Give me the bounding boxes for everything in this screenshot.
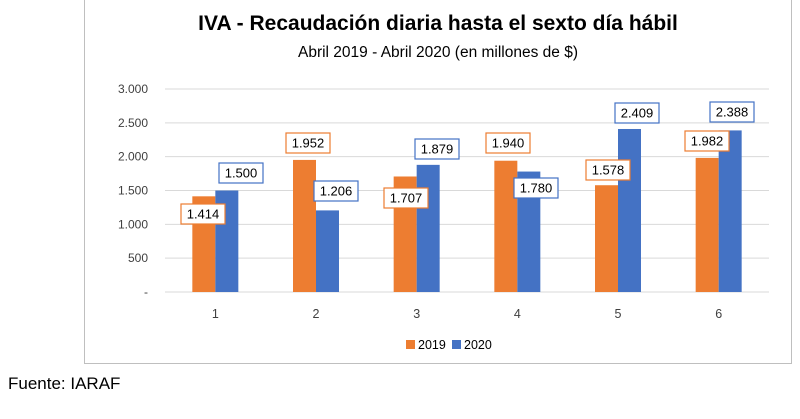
data-label-2019-6: 1.982 xyxy=(691,134,724,149)
y-tick-label: 2.500 xyxy=(118,116,148,130)
bar-2020-5 xyxy=(618,128,641,292)
bar-2019-5 xyxy=(595,185,618,292)
y-tick-label: 500 xyxy=(128,251,148,265)
chart-title: IVA - Recaudación diaria hasta el sexto … xyxy=(198,12,678,35)
chart-subtitle: Abril 2019 - Abril 2020 (en millones de … xyxy=(297,44,578,61)
data-label-box xyxy=(414,138,460,160)
data-label-2019-5: 1.578 xyxy=(592,163,625,178)
y-tick-label: 2.000 xyxy=(118,150,148,164)
data-label-box xyxy=(383,187,429,209)
data-label-2020-5: 2.409 xyxy=(621,106,654,121)
data-label-2019-4: 1.940 xyxy=(492,136,525,151)
y-tick-label: 3.000 xyxy=(118,82,148,96)
data-label-box xyxy=(285,132,331,154)
y-tick-label: 1.500 xyxy=(118,184,148,198)
legend-label-2019: 2019 xyxy=(418,338,446,352)
legend-swatch-2019 xyxy=(406,340,415,349)
data-label-2020-3: 1.879 xyxy=(421,142,454,157)
x-tick-label: 5 xyxy=(615,307,622,321)
bar-2019-6 xyxy=(695,157,719,292)
x-tick-label: 1 xyxy=(212,307,219,321)
bar-2020-4 xyxy=(517,171,541,292)
bar-2019-2 xyxy=(293,159,316,292)
legend-swatch-2020 xyxy=(452,340,461,349)
bar-2019-4 xyxy=(494,160,518,292)
data-label-2020-6: 2.388 xyxy=(716,105,749,120)
bar-2020-3 xyxy=(416,164,440,292)
x-tick-label: 6 xyxy=(715,307,722,321)
data-label-box xyxy=(313,180,359,202)
data-label-box xyxy=(180,203,226,225)
bar-2020-6 xyxy=(718,130,742,292)
x-tick-label: 2 xyxy=(313,307,320,321)
data-label-2019-2: 1.952 xyxy=(292,136,325,151)
data-label-box xyxy=(513,177,559,199)
data-label-box xyxy=(585,159,631,181)
bar-2020-2 xyxy=(316,210,339,292)
data-label-2020-1: 1.500 xyxy=(225,166,258,181)
data-label-2019-3: 1.707 xyxy=(390,191,423,206)
source-note: Fuente: IARAF xyxy=(8,374,121,393)
x-tick-label: 3 xyxy=(413,307,420,321)
data-label-box xyxy=(218,162,264,184)
x-tick-label: 4 xyxy=(514,307,521,321)
data-label-2019-1: 1.414 xyxy=(187,207,220,222)
y-tick-label: - xyxy=(144,285,148,299)
data-label-2020-2: 1.206 xyxy=(320,184,353,199)
data-label-box xyxy=(709,101,755,123)
data-label-2020-4: 1.780 xyxy=(520,181,553,196)
legend-label-2020: 2020 xyxy=(464,338,492,352)
data-label-box xyxy=(684,130,730,152)
data-label-box xyxy=(485,132,531,154)
data-label-box xyxy=(614,102,660,124)
y-tick-label: 1.000 xyxy=(118,217,148,231)
